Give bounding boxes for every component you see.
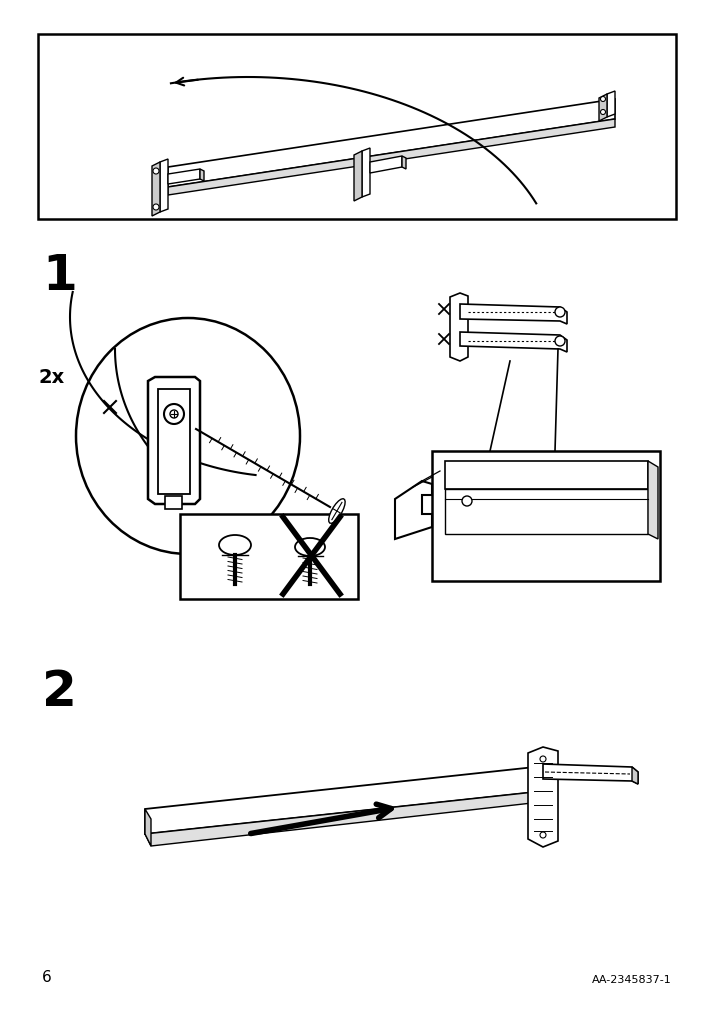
Polygon shape (543, 764, 638, 785)
Bar (180, 515, 358, 600)
Polygon shape (632, 767, 638, 785)
Circle shape (555, 337, 565, 347)
Text: 6: 6 (42, 969, 51, 984)
Polygon shape (165, 496, 182, 510)
Text: 2x: 2x (38, 368, 64, 386)
Polygon shape (450, 294, 468, 362)
Polygon shape (648, 462, 658, 540)
Ellipse shape (219, 536, 251, 555)
Polygon shape (370, 157, 402, 174)
Polygon shape (148, 378, 200, 504)
Polygon shape (168, 120, 615, 196)
Text: AA-2345837-1: AA-2345837-1 (592, 974, 672, 984)
Polygon shape (460, 304, 567, 325)
Ellipse shape (295, 539, 325, 556)
Polygon shape (460, 333, 567, 353)
Polygon shape (328, 499, 345, 524)
Circle shape (164, 404, 184, 425)
Circle shape (170, 410, 178, 419)
Polygon shape (445, 462, 648, 489)
Polygon shape (160, 160, 168, 212)
Polygon shape (152, 163, 160, 216)
Polygon shape (599, 95, 607, 122)
Circle shape (555, 307, 565, 317)
Circle shape (153, 205, 159, 210)
Circle shape (153, 169, 159, 175)
Polygon shape (168, 170, 200, 185)
Circle shape (540, 832, 546, 838)
Circle shape (540, 756, 546, 762)
Polygon shape (528, 747, 558, 847)
Polygon shape (158, 389, 190, 494)
Circle shape (600, 110, 605, 115)
Text: 2: 2 (42, 667, 77, 716)
Polygon shape (145, 793, 541, 846)
Circle shape (462, 496, 472, 507)
Polygon shape (607, 92, 615, 118)
Polygon shape (145, 809, 151, 846)
Polygon shape (168, 100, 615, 188)
Ellipse shape (76, 318, 300, 554)
Text: 1: 1 (42, 252, 77, 299)
Bar (38, 35, 676, 219)
Polygon shape (402, 157, 406, 170)
Polygon shape (362, 149, 370, 198)
Polygon shape (395, 481, 432, 540)
Polygon shape (200, 170, 204, 182)
Polygon shape (354, 152, 362, 202)
Polygon shape (145, 767, 535, 834)
Circle shape (600, 97, 605, 102)
Polygon shape (445, 489, 648, 535)
Bar (432, 452, 660, 581)
